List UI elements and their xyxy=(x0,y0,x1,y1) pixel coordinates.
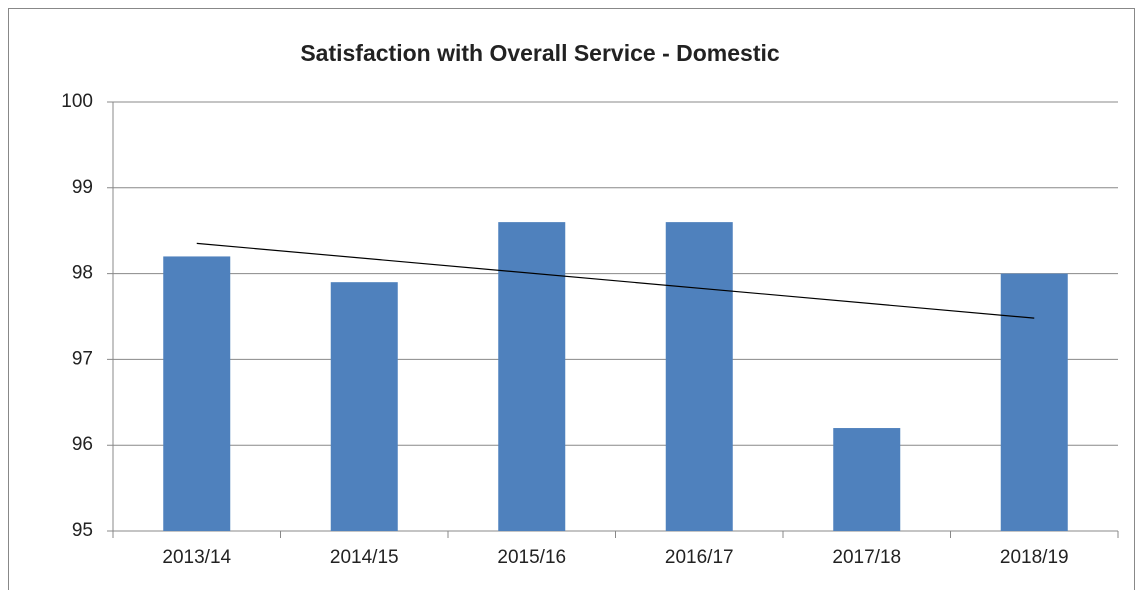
x-tick-label: 2016/17 xyxy=(665,547,734,568)
x-tick-label: 2017/18 xyxy=(832,547,901,568)
y-tick-label: 100 xyxy=(61,91,93,112)
x-tick-label: 2014/15 xyxy=(330,547,399,568)
x-tick-label: 2013/14 xyxy=(162,547,231,568)
bar xyxy=(498,222,566,531)
y-tick-label: 97 xyxy=(72,348,93,369)
bar xyxy=(665,222,733,531)
bar xyxy=(833,428,901,531)
x-tick-label: 2015/16 xyxy=(497,547,566,568)
trendline xyxy=(196,242,1035,319)
bar xyxy=(330,282,398,531)
y-tick-label: 96 xyxy=(72,434,93,455)
y-tick-label: 95 xyxy=(72,520,93,541)
bar xyxy=(163,256,231,531)
bar xyxy=(1000,273,1068,531)
chart-title: Satisfaction with Overall Service - Dome… xyxy=(300,40,780,66)
y-tick-label: 98 xyxy=(72,263,93,284)
y-tick-label: 99 xyxy=(72,177,93,198)
x-tick-label: 2018/19 xyxy=(1000,547,1069,568)
